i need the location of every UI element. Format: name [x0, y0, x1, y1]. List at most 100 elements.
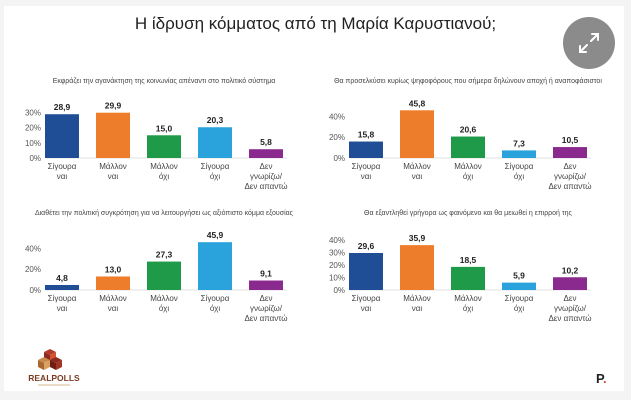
category-label: ναι	[412, 172, 423, 181]
p-logo-letter: P	[596, 371, 603, 386]
category-label: Σίγουρα	[201, 294, 230, 303]
chart-svg: 0%10%20%30%40%29,6Σίγουραναι35,9Μάλλοννα…	[329, 233, 592, 323]
category-label: Μάλλον	[403, 294, 431, 303]
category-label: Σίγουρα	[48, 294, 77, 303]
category-label: γνωρίζω/	[554, 172, 587, 181]
category-label: Μάλλον	[454, 162, 482, 171]
y-tick-label: 0%	[29, 154, 41, 163]
chart-svg: 0%20%40%4,8Σίγουραναι13,0Μάλλονναι27,3Μά…	[25, 230, 288, 323]
category-label: Μάλλον	[99, 294, 127, 303]
category-label: Σίγουρα	[201, 162, 230, 171]
category-label: Μάλλον	[150, 162, 178, 171]
y-tick-label: 20%	[329, 133, 345, 142]
category-label: Δεν	[564, 294, 577, 303]
category-label: Δεν απαντώ	[548, 182, 591, 191]
category-label: ναι	[57, 304, 68, 313]
value-label: 27,3	[156, 250, 173, 260]
chart-title: Θα προσελκύσει κυρίως ψηφοφόρους που σήμ…	[334, 78, 602, 85]
bar-mallon-nai	[400, 110, 434, 158]
category-label: Μάλλον	[454, 294, 482, 303]
bar-mallon-oxi	[451, 266, 485, 290]
value-label: 5,9	[513, 271, 525, 281]
category-label: Σίγουρα	[48, 162, 77, 171]
value-label: 29,9	[105, 101, 122, 111]
category-label: όχι	[210, 304, 220, 313]
category-label: Μάλλον	[150, 294, 178, 303]
category-label: ναι	[57, 172, 68, 181]
y-tick-label: 30%	[25, 109, 41, 118]
y-tick-label: 40%	[329, 236, 345, 245]
bar-mallon-nai	[400, 245, 434, 290]
category-label: Δεν απαντώ	[244, 182, 287, 191]
category-label: Δεν απαντώ	[244, 314, 287, 323]
bar-sigoura-oxi	[502, 282, 536, 290]
category-label: Δεν	[260, 294, 273, 303]
value-label: 5,8	[260, 137, 272, 147]
value-label: 20,6	[460, 125, 477, 135]
category-label: Σίγουρα	[352, 294, 381, 303]
y-tick-label: 20%	[25, 265, 41, 274]
category-label: όχι	[463, 304, 473, 313]
chart-political-structure: Διαθέτει την πολιτική συγκρότηση για να …	[14, 210, 314, 360]
bar-mallon-oxi	[451, 136, 485, 158]
realpolls-logo-text: REALPOLLS	[28, 373, 80, 383]
bar-den-gnorizo	[249, 149, 283, 158]
bar-sigoura-nai	[349, 141, 383, 158]
value-label: 10,2	[562, 265, 579, 275]
value-label: 45,9	[207, 230, 224, 240]
bar-den-gnorizo	[553, 277, 587, 290]
expand-button[interactable]	[563, 17, 615, 69]
category-label: γνωρίζω/	[250, 304, 283, 313]
bar-den-gnorizo	[553, 147, 587, 158]
p-logo: P.	[596, 371, 607, 386]
chart-title: Εκφράζει την αγανάκτηση της κοινωνίας απ…	[52, 78, 276, 85]
bar-mallon-nai	[96, 276, 130, 290]
infographic-card	[4, 6, 624, 391]
bar-sigoura-oxi	[502, 150, 536, 158]
chart-title: Θα εξαντληθεί γρήγορα ως φαινόμενο και θ…	[364, 210, 572, 217]
bar-mallon-oxi	[147, 261, 181, 290]
category-label: γνωρίζω/	[250, 172, 283, 181]
value-label: 4,8	[56, 273, 68, 283]
bar-mallon-nai	[96, 112, 130, 158]
chart-svg: 0%10%20%30%28,9Σίγουραναι29,9Μάλλονναι15…	[25, 101, 288, 191]
value-label: 10,5	[562, 135, 579, 145]
value-label: 13,0	[105, 264, 122, 274]
category-label: όχι	[463, 172, 473, 181]
value-label: 15,8	[358, 130, 375, 140]
y-tick-label: 0%	[29, 286, 41, 295]
chart-indignation: Εκφράζει την αγανάκτηση της κοινωνίας απ…	[14, 78, 314, 228]
category-label: γνωρίζω/	[554, 304, 587, 313]
category-label: ναι	[108, 172, 119, 181]
value-label: 15,0	[156, 123, 173, 133]
category-label: Σίγουρα	[505, 162, 534, 171]
y-tick-label: 40%	[329, 112, 345, 121]
y-tick-label: 40%	[25, 244, 41, 253]
bar-sigoura-nai	[45, 285, 79, 290]
category-label: Σίγουρα	[505, 294, 534, 303]
category-label: Μάλλον	[99, 162, 127, 171]
y-tick-label: 10%	[25, 139, 41, 148]
chart-title: Διαθέτει την πολιτική συγκρότηση για να …	[34, 210, 294, 217]
value-label: 35,9	[409, 233, 426, 243]
realpolls-logo: REALPOLLS	[28, 349, 80, 386]
y-tick-label: 20%	[329, 261, 345, 270]
value-label: 45,8	[409, 98, 426, 108]
bar-sigoura-oxi	[198, 242, 232, 290]
page-title: Η ίδρυση κόμματος από τη Μαρία Καρυστιαν…	[134, 14, 497, 33]
category-label: όχι	[210, 172, 220, 181]
category-label: όχι	[159, 172, 169, 181]
y-tick-label: 10%	[329, 274, 345, 283]
category-label: ναι	[361, 172, 372, 181]
y-tick-label: 0%	[333, 154, 345, 163]
value-label: 7,3	[513, 138, 525, 148]
expand-arrows-icon	[579, 33, 599, 53]
category-label: Δεν απαντώ	[548, 314, 591, 323]
value-label: 29,6	[358, 241, 375, 251]
y-tick-label: 0%	[333, 286, 345, 295]
value-label: 18,5	[460, 255, 477, 265]
value-label: 20,3	[207, 115, 224, 125]
chart-svg: 0%20%40%15,8Σίγουραναι45,8Μάλλονναι20,6Μ…	[329, 98, 592, 191]
chart-attract-abstainers: Θα προσελκύσει κυρίως ψηφοφόρους που σήμ…	[318, 78, 618, 228]
bar-mallon-oxi	[147, 135, 181, 158]
